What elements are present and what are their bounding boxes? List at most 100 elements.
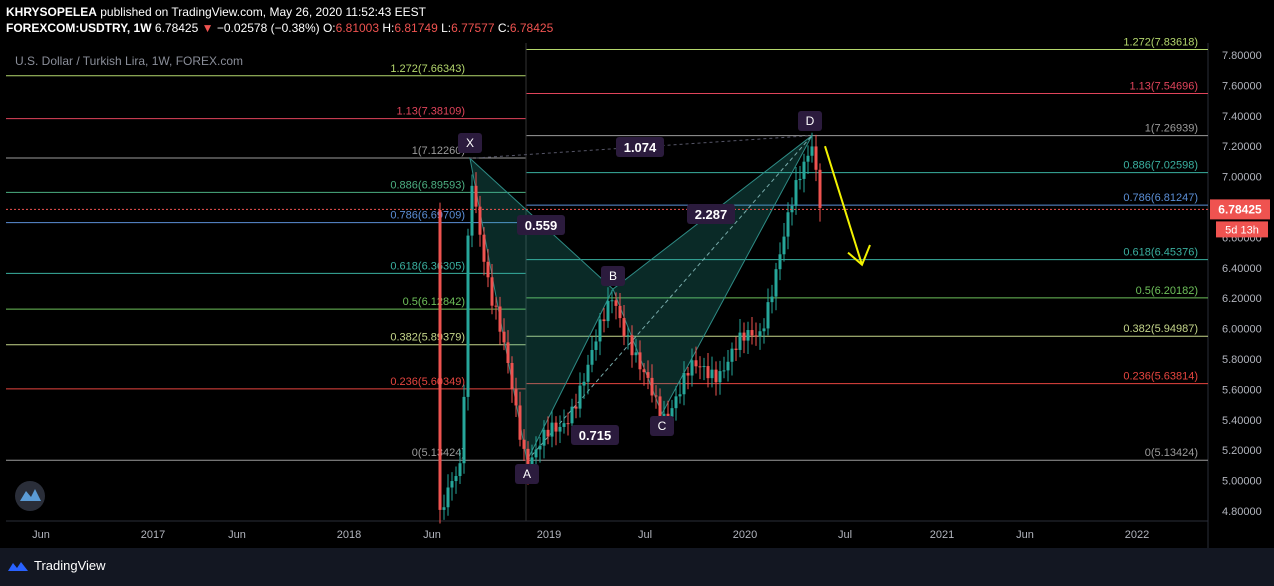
candle-body (562, 423, 566, 427)
candle-body (762, 328, 766, 332)
candle-body (706, 366, 710, 379)
x-tick-label: Jun (1016, 529, 1034, 541)
candle-body (786, 212, 790, 237)
fib-level-label-right: 0.5(6.20182) (1136, 285, 1198, 297)
candle-body (606, 300, 610, 322)
open-label: O: (322, 21, 336, 35)
candle-body (658, 396, 662, 421)
low-value: 6.77577 (451, 21, 495, 35)
fib-level-label-left: 0.786(6.69709) (390, 210, 465, 222)
candle-body (654, 395, 658, 397)
candle-body (486, 261, 490, 278)
y-tick-label: 7.40000 (1222, 111, 1262, 123)
candle-body (466, 235, 470, 397)
pattern-ratio-label-bg (571, 425, 619, 445)
candle-body (566, 423, 570, 425)
candle-body (590, 349, 594, 365)
candle-body (734, 348, 738, 350)
tradingview-brand[interactable]: TradingView (6, 558, 106, 573)
fib-level-label-right: 0.382(5.94987) (1123, 323, 1198, 335)
fib-level-label-left: 0.886(6.89593) (390, 179, 465, 191)
y-tick-label: 5.20000 (1222, 445, 1262, 457)
candle-body (698, 366, 702, 368)
candle-body (718, 371, 722, 383)
ohlc-line: FOREXCOM:USDTRY, 1W 6.78425 ▼ −0.02578 (… (6, 20, 553, 36)
projection-arrow-head-icon (847, 244, 871, 267)
candle-body (538, 445, 542, 450)
candle-body (642, 369, 646, 373)
candle-body (738, 332, 742, 350)
publisher-name[interactable]: KHRYSOPELEA (6, 5, 97, 19)
candle-body (478, 206, 482, 235)
open-value: 6.81003 (335, 21, 380, 35)
candle-body (634, 352, 638, 356)
y-tick-label: 4.80000 (1222, 506, 1262, 518)
y-tick-label: 5.00000 (1222, 476, 1262, 488)
y-tick-label: 6.20000 (1222, 293, 1262, 305)
x-tick-label: Jun (32, 529, 50, 541)
fib-level-label-right: 0(5.13424) (1145, 447, 1198, 459)
pattern-ratio-label-bg (687, 204, 735, 224)
fib-level-label-right: 0.786(6.81247) (1123, 192, 1198, 204)
pattern-point-label-bg (458, 133, 482, 153)
publish-text: published on TradingView.com, May 26, 20… (100, 5, 427, 19)
x-tick-label: Jun (228, 529, 246, 541)
low-label: L: (441, 21, 452, 35)
candle-body (506, 342, 510, 363)
price-chart[interactable]: U.S. Dollar / Turkish Lira, 1W, FOREX.co… (0, 0, 1274, 548)
pattern-point-label-bg (515, 464, 539, 484)
y-tick-label: 7.80000 (1222, 50, 1262, 62)
price-tag-bg (1210, 199, 1270, 220)
pattern-ratio-label: 0.715 (579, 428, 612, 443)
fib-level-label-right: 0.618(6.45376) (1123, 247, 1198, 259)
pattern-point-label-bg (650, 416, 674, 436)
x-tick-label: 2021 (930, 529, 954, 541)
candle-body (798, 178, 802, 181)
candle-body (690, 360, 694, 376)
price-tag-label: 6.78425 (1218, 202, 1262, 216)
candle-body (650, 377, 654, 396)
x-tick-label: 2017 (141, 529, 165, 541)
fib-level-label-left: 0.382(5.89379) (390, 332, 465, 344)
candle-body (678, 394, 682, 397)
y-tick-label: 7.00000 (1222, 172, 1262, 184)
candle-body (594, 341, 598, 350)
candle-body (546, 429, 550, 437)
chart-title: U.S. Dollar / Turkish Lira, 1W, FOREX.co… (15, 54, 243, 68)
fib-level-label-left: 0.236(5.60349) (390, 376, 465, 388)
close-label: C: (497, 21, 510, 35)
candle-body (806, 155, 810, 162)
candle-body (610, 300, 614, 302)
candle-body (614, 300, 618, 306)
pattern-ratio-label: 1.074 (624, 140, 657, 155)
candle-body (686, 373, 690, 376)
close-value: 6.78425 (509, 21, 554, 35)
fib-level-label-left: 1.272(7.66343) (390, 63, 465, 75)
tradingview-label: TradingView (34, 558, 106, 573)
pattern-point-label: B (609, 269, 617, 283)
candle-body (574, 406, 578, 409)
symbol-label[interactable]: FOREXCOM:USDTRY, 1W (6, 21, 152, 35)
candle-body (522, 439, 526, 449)
x-tick-label: 2020 (733, 529, 757, 541)
countdown-tag-label: 5d 13h (1225, 224, 1259, 236)
candle-body (802, 161, 806, 179)
candle-body (450, 481, 454, 488)
candle-body (498, 306, 502, 332)
candle-body (470, 185, 474, 236)
candle-body (518, 405, 522, 440)
fib-level-label-left: 0(5.13424) (412, 447, 465, 459)
candle-body (502, 331, 506, 343)
candle-body (710, 369, 714, 379)
candle-body (458, 463, 462, 477)
candle-body (578, 385, 582, 409)
pattern-point-label-bg (798, 111, 822, 131)
candle-body (462, 396, 466, 464)
candle-body (674, 396, 678, 409)
candle-body (598, 319, 602, 342)
fib-level-label-left: 1(7.12260) (412, 145, 465, 157)
change-down-icon: ▼ (201, 21, 214, 35)
candle-body (758, 331, 762, 337)
candle-body (526, 448, 530, 472)
pattern-point-label-bg (601, 266, 625, 286)
